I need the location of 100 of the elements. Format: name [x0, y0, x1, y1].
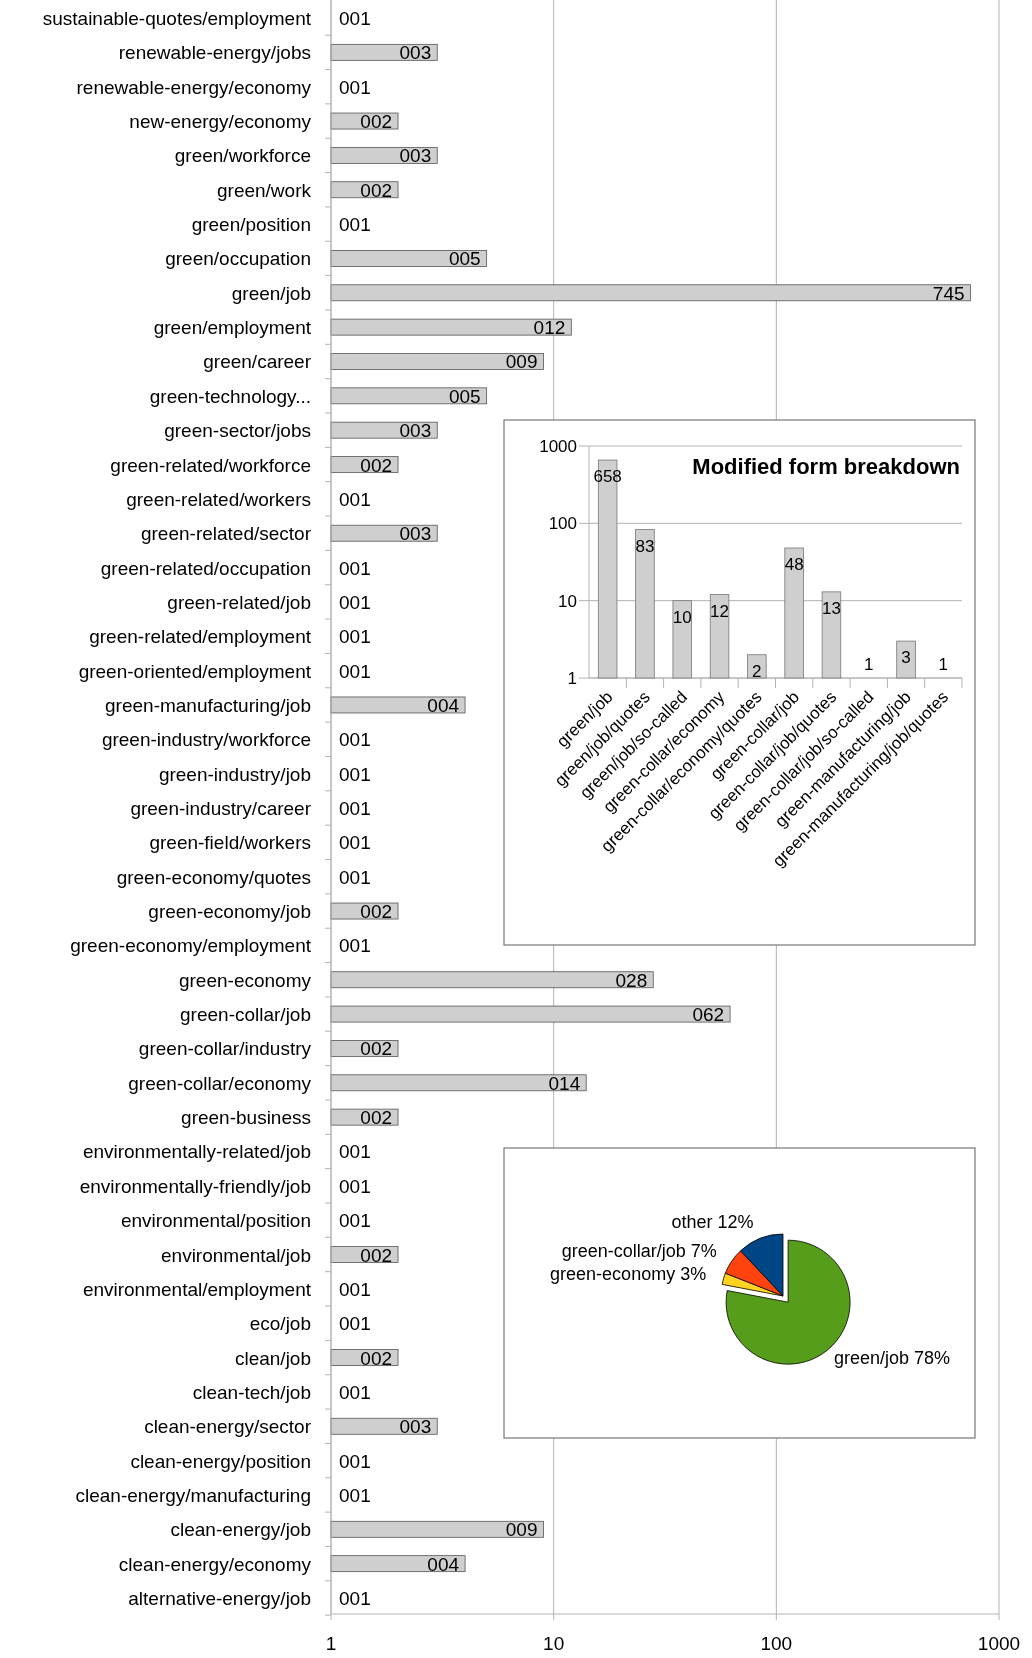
y-tick-label: green/workforce	[174, 145, 311, 167]
data-label: 001	[339, 1484, 371, 1506]
y-tick-label: alternative-energy/job	[128, 1588, 311, 1609]
y-tick-label: new-energy/economy	[129, 111, 312, 133]
y-tick-label: environmental/position	[120, 1210, 311, 1232]
y-tick-label: green/job	[231, 282, 311, 304]
y-tick-label: environmental/employment	[82, 1278, 312, 1300]
y-tick-label: green/employment	[153, 317, 312, 339]
data-label: 005	[448, 248, 481, 270]
data-label: 001	[339, 1450, 371, 1472]
y-tick-label: green-collar/economy	[128, 1072, 312, 1094]
data-label: 745	[932, 282, 965, 304]
data-label: 001	[339, 557, 371, 579]
x-tick-label: 1	[325, 1633, 337, 1654]
data-label: 001	[339, 591, 371, 613]
slice-label: other 12%	[671, 1211, 754, 1232]
data-label: 002	[360, 1107, 393, 1129]
y-tick-label: green-field/workers	[149, 832, 311, 854]
y-tick-label: green-related/sector	[140, 523, 312, 545]
data-label: 10	[672, 607, 692, 627]
y-tick-label: clean-energy/position	[130, 1450, 311, 1472]
data-label: 003	[399, 523, 432, 545]
data-label: 028	[615, 969, 648, 991]
y-tick-label: green-oriented/employment	[78, 660, 312, 682]
y-tick-label: green-technology...	[149, 385, 311, 407]
y-tick-label: green-industry/career	[130, 798, 312, 819]
data-label: 001	[339, 76, 371, 98]
data-label: 002	[360, 901, 393, 923]
data-label: 002	[360, 1038, 393, 1060]
y-tick-label: environmentally-friendly/job	[79, 1175, 311, 1197]
y-tick-label: green-sector/jobs	[164, 420, 311, 442]
y-tick-label: clean-energy/sector	[144, 1416, 312, 1438]
data-label: 001	[339, 1210, 371, 1232]
y-tick-label: renewable-energy/economy	[76, 76, 312, 98]
y-tick-label: green-economy/quotes	[116, 866, 311, 888]
data-label: 003	[399, 145, 432, 167]
y-tick-label: green-collar/job	[180, 1004, 311, 1026]
y-tick-label: green/position	[191, 214, 311, 236]
y-tick-label: environmentally-related/job	[82, 1141, 311, 1163]
data-label: 003	[399, 420, 432, 442]
data-label: 1	[938, 655, 949, 674]
slice-label: green-collar/job 7%	[561, 1241, 717, 1262]
data-label: 001	[339, 1313, 371, 1335]
y-tick-label: green-related/workers	[126, 488, 311, 510]
data-label: 014	[548, 1072, 581, 1094]
data-label: 83	[635, 536, 655, 556]
data-label: 004	[427, 694, 460, 716]
y-tick-label: green-economy	[178, 969, 312, 991]
chart-title: Modified form breakdown	[692, 454, 960, 479]
data-label: 3	[901, 648, 911, 668]
data-label: 002	[360, 179, 393, 201]
y-tick-label: 10	[558, 591, 577, 611]
y-tick-label: clean-energy/job	[170, 1519, 311, 1541]
y-tick-label: green-industry/job	[158, 763, 311, 785]
data-label: 002	[360, 1347, 393, 1369]
data-label: 001	[339, 832, 371, 854]
y-tick-label: eco/job	[249, 1313, 311, 1335]
y-tick-label: green/career	[203, 351, 312, 373]
data-label: 001	[339, 626, 371, 648]
data-label: 003	[399, 42, 432, 64]
y-tick-label: clean-energy/economy	[118, 1553, 312, 1575]
y-tick-label: green-related/employment	[89, 626, 312, 648]
data-label: 001	[339, 488, 371, 510]
data-label: 002	[360, 111, 393, 133]
y-tick-label: green-collar/industry	[138, 1038, 312, 1060]
y-tick-label: 100	[548, 514, 577, 534]
data-label: 009	[505, 1519, 538, 1541]
data-label: 13	[821, 598, 841, 618]
data-label: 001	[339, 1588, 371, 1609]
y-tick-label: green-related/workforce	[110, 454, 311, 476]
y-tick-label: 1	[567, 669, 577, 688]
y-tick-label: environmental/job	[161, 1244, 311, 1266]
data-label: 001	[339, 1141, 371, 1163]
data-label: 12	[710, 601, 730, 621]
data-label: 001	[339, 1278, 371, 1300]
x-tick-label: 100	[760, 1633, 793, 1654]
y-tick-label: green-economy/job	[148, 901, 311, 923]
data-label: 001	[339, 866, 371, 888]
data-label: 658	[593, 467, 622, 487]
y-tick-label: clean-tech/job	[192, 1381, 311, 1403]
data-label: 002	[360, 454, 393, 476]
y-tick-label: 1000	[539, 437, 577, 456]
data-label: 001	[339, 214, 371, 236]
data-label: 001	[339, 729, 371, 751]
data-label: 062	[692, 1004, 725, 1026]
y-tick-label: green-economy/employment	[70, 935, 312, 957]
data-label: 001	[339, 935, 371, 957]
data-label: 001	[339, 1381, 371, 1403]
data-label: 003	[399, 1416, 432, 1438]
data-label: 001	[339, 763, 371, 785]
data-label: 012	[533, 317, 566, 339]
y-tick-label: green-related/job	[167, 591, 311, 613]
data-label: 48	[784, 554, 804, 574]
data-label: 2	[752, 661, 762, 681]
y-tick-label: sustainable-quotes/employment	[42, 8, 312, 29]
y-tick-label: green-business	[181, 1107, 311, 1129]
data-label: 001	[339, 798, 371, 819]
y-tick-label: green/occupation	[165, 248, 311, 270]
data-label: 004	[427, 1553, 460, 1575]
y-tick-label: green-industry/workforce	[101, 729, 311, 751]
